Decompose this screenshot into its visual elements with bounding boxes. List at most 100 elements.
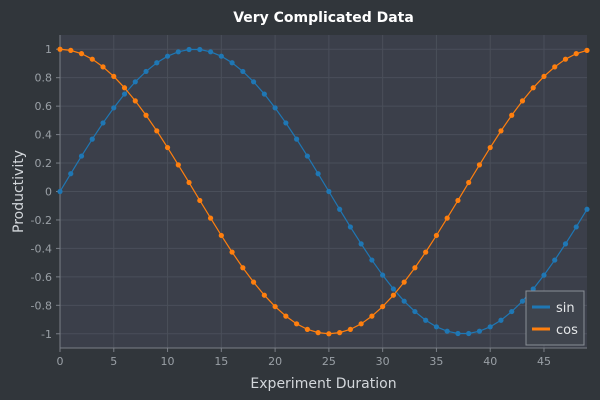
- data-point-cos: [337, 330, 343, 336]
- data-point-cos: [89, 56, 95, 62]
- data-point-cos: [498, 128, 504, 134]
- data-point-cos: [111, 73, 117, 80]
- data-point-cos: [369, 313, 375, 319]
- data-point-sin: [121, 91, 128, 97]
- legend: sin cos: [525, 290, 585, 346]
- data-point-sin: [250, 79, 257, 85]
- data-point-sin: [100, 120, 106, 126]
- data-point-cos: [455, 197, 461, 204]
- series-sin: [57, 46, 590, 337]
- data-point-cos: [207, 215, 214, 221]
- x-axis-label: Experiment Duration: [250, 376, 396, 392]
- data-point-sin: [466, 330, 472, 337]
- data-point-sin: [57, 188, 63, 195]
- data-point-sin: [476, 328, 483, 334]
- data-point-sin: [509, 308, 515, 315]
- data-point-cos: [401, 279, 407, 285]
- data-point-sin: [240, 68, 246, 75]
- data-point-cos: [240, 265, 246, 271]
- data-point-cos: [154, 128, 160, 134]
- x-tick-label: 10: [161, 355, 175, 368]
- data-point-cos: [347, 326, 353, 332]
- y-tick-label: 0.8: [35, 72, 53, 85]
- data-point-cos: [380, 303, 386, 310]
- y-tick-label: 0.2: [35, 157, 53, 170]
- data-point-cos: [509, 112, 515, 118]
- data-point-sin: [89, 136, 95, 142]
- data-point-sin: [294, 136, 300, 142]
- y-tick-label: 1: [45, 43, 52, 56]
- data-point-cos: [315, 330, 321, 336]
- data-point-sin: [315, 171, 321, 177]
- data-point-cos: [584, 47, 590, 53]
- data-point-sin: [584, 206, 590, 212]
- x-tick-label: 0: [57, 355, 64, 368]
- data-point-sin: [197, 46, 203, 53]
- data-point-sin: [272, 105, 278, 111]
- legend-box: [525, 290, 585, 346]
- x-tick-label: 20: [268, 355, 282, 368]
- data-point-cos: [164, 144, 171, 151]
- data-point-sin: [423, 317, 429, 323]
- data-point-cos: [423, 249, 429, 255]
- data-point-sin: [283, 120, 289, 126]
- data-point-cos: [132, 98, 138, 104]
- data-point-cos: [390, 292, 397, 298]
- data-point-cos: [519, 98, 526, 104]
- data-point-sin: [68, 171, 74, 177]
- tick-labels: 0 5 10 15 20 25 30 35 40 45 -1 -0.8 -0.6 -0.4 -0.2 0 0.2…: [31, 43, 551, 368]
- data-point-sin: [455, 330, 461, 337]
- data-point-cos: [552, 64, 558, 70]
- data-point-sin: [337, 206, 343, 212]
- data-point-sin: [164, 53, 171, 59]
- data-point-sin: [175, 49, 181, 55]
- y-tick-label: -0.2: [31, 214, 52, 227]
- y-axis-label: Productivity: [11, 150, 27, 233]
- y-tick-label: 0: [45, 186, 52, 199]
- x-tick-label: 45: [537, 355, 551, 368]
- data-point-cos: [100, 64, 106, 70]
- data-point-cos: [272, 303, 278, 310]
- data-point-sin: [326, 188, 332, 195]
- data-point-sin: [111, 105, 117, 111]
- y-tick-label: -0.6: [31, 271, 52, 284]
- data-point-sin: [498, 317, 504, 323]
- data-point-cos: [573, 51, 579, 57]
- y-tick-label: 0.4: [35, 129, 53, 142]
- data-point-sin: [186, 46, 192, 53]
- data-point-cos: [530, 85, 536, 91]
- data-point-sin: [261, 91, 267, 97]
- data-point-cos: [57, 46, 63, 52]
- data-point-cos: [444, 215, 450, 221]
- data-point-sin: [487, 324, 493, 330]
- data-point-cos: [121, 85, 128, 91]
- data-point-sin: [541, 272, 547, 278]
- data-point-sin: [412, 308, 418, 315]
- data-point-sin: [401, 298, 407, 304]
- legend-label-sin: sin: [556, 301, 575, 316]
- data-point-sin: [218, 53, 224, 59]
- x-tick-label: 35: [429, 355, 443, 368]
- data-point-cos: [175, 162, 181, 168]
- data-point-sin: [390, 286, 397, 292]
- data-point-cos: [294, 321, 300, 327]
- data-point-cos: [143, 112, 149, 118]
- data-point-sin: [78, 153, 85, 159]
- y-tick-label: -1: [41, 328, 52, 341]
- data-point-sin: [573, 224, 579, 230]
- data-point-sin: [530, 286, 536, 292]
- data-point-cos: [229, 249, 235, 255]
- series-line-cos: [59, 48, 588, 335]
- data-point-cos: [433, 232, 440, 239]
- data-point-sin: [562, 241, 569, 247]
- data-point-sin: [143, 68, 149, 75]
- x-tick-label: 40: [483, 355, 497, 368]
- data-point-cos: [541, 73, 547, 80]
- data-point-cos: [250, 279, 257, 285]
- data-point-sin: [433, 324, 440, 330]
- data-point-sin: [347, 224, 353, 230]
- data-point-cos: [186, 179, 192, 186]
- data-point-sin: [132, 79, 138, 85]
